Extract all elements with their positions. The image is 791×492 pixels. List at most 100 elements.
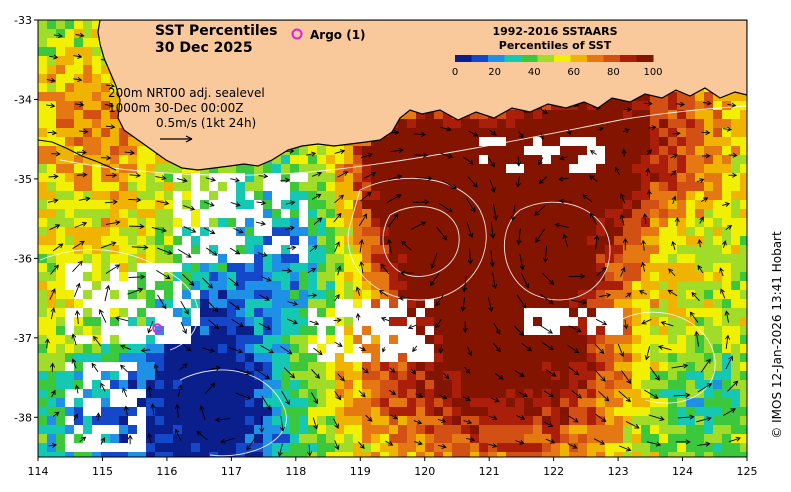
- current-vector: [642, 240, 645, 251]
- sst-cell: [542, 209, 552, 219]
- current-vector: [51, 390, 56, 398]
- sst-cell: [740, 146, 747, 156]
- sst-cell: [488, 146, 498, 156]
- sst-cell: [317, 362, 327, 372]
- sst-cell: [119, 281, 129, 291]
- sst-cell: [416, 155, 426, 165]
- current-vector-head: [642, 213, 648, 219]
- colorbar-swatch: [570, 55, 588, 62]
- current-vector-head: [727, 224, 733, 230]
- sst-cell: [542, 101, 552, 111]
- sst-cell: [686, 182, 696, 192]
- contour-line: [179, 369, 287, 457]
- sst-cell: [578, 227, 588, 237]
- sst-cell: [101, 263, 111, 273]
- current-vector: [720, 289, 726, 299]
- sst-cell: [182, 299, 192, 309]
- sst-cell: [506, 164, 516, 174]
- sst-cell: [362, 344, 372, 354]
- sst-cell: [245, 371, 255, 381]
- sst-cell: [434, 434, 444, 444]
- sst-cell: [740, 380, 747, 390]
- sst-cell: [308, 389, 318, 399]
- sst-cell: [380, 389, 390, 399]
- sst-cell: [146, 164, 156, 174]
- sst-cell: [704, 416, 714, 426]
- sst-cell: [389, 416, 399, 426]
- sst-cell: [326, 254, 336, 264]
- sst-cell: [56, 128, 66, 138]
- sst-cell: [317, 245, 327, 255]
- info-depth-line: 200m NRT00 adj. sealevel: [108, 86, 265, 100]
- sst-cell: [668, 371, 678, 381]
- sst-cell: [731, 272, 741, 282]
- sst-cell: [47, 182, 57, 192]
- current-vector-head: [623, 324, 629, 330]
- sst-cell: [506, 236, 516, 246]
- sst-cell: [371, 452, 381, 457]
- sst-cell: [713, 290, 723, 300]
- current-vector: [156, 200, 169, 205]
- sst-cell: [218, 236, 228, 246]
- sst-cell: [479, 335, 489, 345]
- sst-cell: [155, 281, 165, 291]
- current-vector: [429, 272, 440, 286]
- current-vector: [359, 239, 363, 253]
- sst-cell: [533, 407, 543, 417]
- current-vector-head: [312, 245, 318, 251]
- sst-cell: [623, 119, 633, 129]
- sst-cell: [389, 317, 399, 327]
- sst-cell: [470, 119, 480, 129]
- sst-cell: [740, 101, 747, 111]
- sst-cell: [155, 263, 165, 273]
- sst-cell: [407, 110, 417, 120]
- current-vector-head: [427, 175, 433, 181]
- current-vector: [46, 339, 49, 349]
- sst-cell: [614, 164, 624, 174]
- sst-cell: [416, 362, 426, 372]
- sst-cell: [317, 200, 327, 210]
- sst-cell: [578, 263, 588, 273]
- sst-cell: [254, 425, 264, 435]
- sst-cell: [731, 110, 741, 120]
- sst-cell: [146, 191, 156, 201]
- sst-cell: [164, 389, 174, 399]
- sst-cell: [236, 407, 246, 417]
- sst-cell: [191, 218, 201, 228]
- sst-cell: [308, 191, 318, 201]
- sst-cell: [272, 245, 282, 255]
- sst-cell: [686, 209, 696, 219]
- colorbar-swatch: [636, 55, 654, 62]
- sst-cell: [416, 425, 426, 435]
- current-vector: [278, 443, 283, 457]
- sst-cell: [695, 200, 705, 210]
- sst-cell: [209, 443, 219, 453]
- sst-cell: [470, 110, 480, 120]
- sst-cell: [398, 362, 408, 372]
- sst-cell: [353, 389, 363, 399]
- sst-cell: [209, 200, 219, 210]
- sst-cell: [38, 353, 48, 363]
- sst-cell: [614, 425, 624, 435]
- sst-cell: [470, 344, 480, 354]
- current-vector-head: [441, 418, 447, 424]
- sst-cell: [272, 173, 282, 183]
- sst-cell: [479, 200, 489, 210]
- sst-cell: [38, 398, 48, 408]
- current-vector-head: [336, 395, 342, 401]
- current-vector-head: [119, 344, 126, 350]
- sst-cell: [533, 452, 543, 457]
- sst-cell: [722, 371, 732, 381]
- sst-cell: [308, 182, 318, 192]
- sst-cell: [110, 119, 120, 129]
- sst-cell: [416, 119, 426, 129]
- current-vector-head: [605, 292, 612, 298]
- sst-cell: [551, 245, 561, 255]
- sst-cell: [407, 299, 417, 309]
- sst-cell: [47, 443, 57, 453]
- sst-cell: [56, 182, 66, 192]
- sst-cell: [236, 263, 246, 273]
- sst-cell: [596, 155, 606, 165]
- sst-cell: [533, 254, 543, 264]
- sst-cell: [65, 101, 75, 111]
